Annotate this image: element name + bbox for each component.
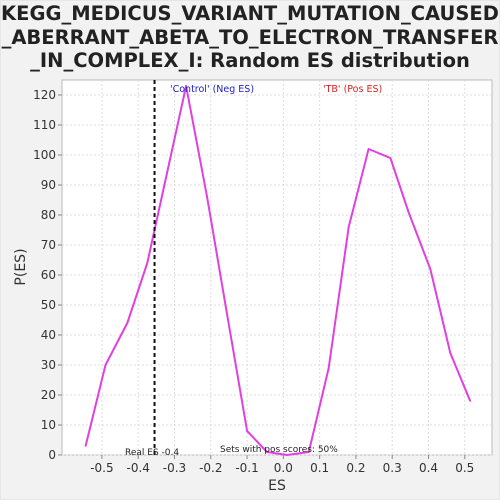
data-point <box>246 430 248 432</box>
grid-lines <box>62 80 492 456</box>
x-axis-ticks: -0.5 -0.4 -0.3 -0.2 -0.1 0.0 0.1 0.2 0.3 0.4 0.5 <box>90 455 474 475</box>
y-tick-label: 100 <box>33 148 56 162</box>
y-tick-label: 60 <box>41 268 56 282</box>
y-tick-label: 90 <box>41 178 56 192</box>
data-point <box>84 445 87 447</box>
data-point <box>185 85 187 87</box>
data-point <box>206 196 208 198</box>
chart-title: KEGG_MEDICUS_VARIANT_MUTATION_CAUSED_ABE… <box>1 2 499 72</box>
y-axis-label: P(ES) <box>13 248 29 285</box>
y-tick-label: 50 <box>41 298 56 312</box>
data-point <box>429 268 432 270</box>
x-tick-label: -0.3 <box>163 461 186 475</box>
plot-area <box>61 79 493 456</box>
y-tick-label: 10 <box>41 418 56 432</box>
data-point <box>286 454 288 456</box>
y-tick-label: 0 <box>48 448 56 462</box>
data-point <box>146 262 149 264</box>
x-tick-label: 0.0 <box>274 461 293 475</box>
data-point <box>449 352 452 354</box>
y-tick-label: 80 <box>41 208 56 222</box>
y-tick-label: 110 <box>33 118 56 132</box>
x-tick-label: 0.2 <box>346 461 365 475</box>
y-tick-label: 20 <box>41 388 56 402</box>
y-axis-ticks: 0 10 20 30 40 50 60 70 80 90 100 110 120 <box>33 88 62 462</box>
series-layer <box>84 85 472 456</box>
data-point <box>307 451 310 453</box>
x-tick-label: -0.2 <box>199 461 222 475</box>
data-point <box>266 451 268 453</box>
data-point <box>469 400 472 402</box>
data-point <box>327 367 330 369</box>
data-point <box>407 211 410 213</box>
x-tick-label: -0.5 <box>90 461 113 475</box>
x-axis-label: ES <box>268 478 286 494</box>
y-tick-label: 30 <box>41 358 56 372</box>
data-point <box>347 226 350 228</box>
neg-es-label: 'Control' (Neg ES) <box>170 84 254 95</box>
data-point <box>367 148 370 150</box>
x-tick-label: 0.5 <box>455 461 474 475</box>
data-point <box>104 364 107 366</box>
x-tick-label: 0.3 <box>383 461 402 475</box>
data-point <box>389 157 392 159</box>
data-point <box>126 322 129 324</box>
x-tick-label: 0.1 <box>310 461 329 475</box>
y-tick-label: 70 <box>41 238 56 252</box>
x-tick-label: 0.4 <box>419 461 438 475</box>
pos-es-label: 'TB' (Pos ES) <box>323 84 382 95</box>
y-tick-label: 120 <box>33 88 56 102</box>
real-es-label: Real ES -0.4 <box>125 448 179 458</box>
data-point <box>225 307 227 309</box>
pos-scores-label: Sets with pos scores: 50% <box>220 445 338 455</box>
y-tick-label: 40 <box>41 328 56 342</box>
x-tick-label: -0.4 <box>126 461 149 475</box>
x-tick-label: -0.1 <box>235 461 258 475</box>
